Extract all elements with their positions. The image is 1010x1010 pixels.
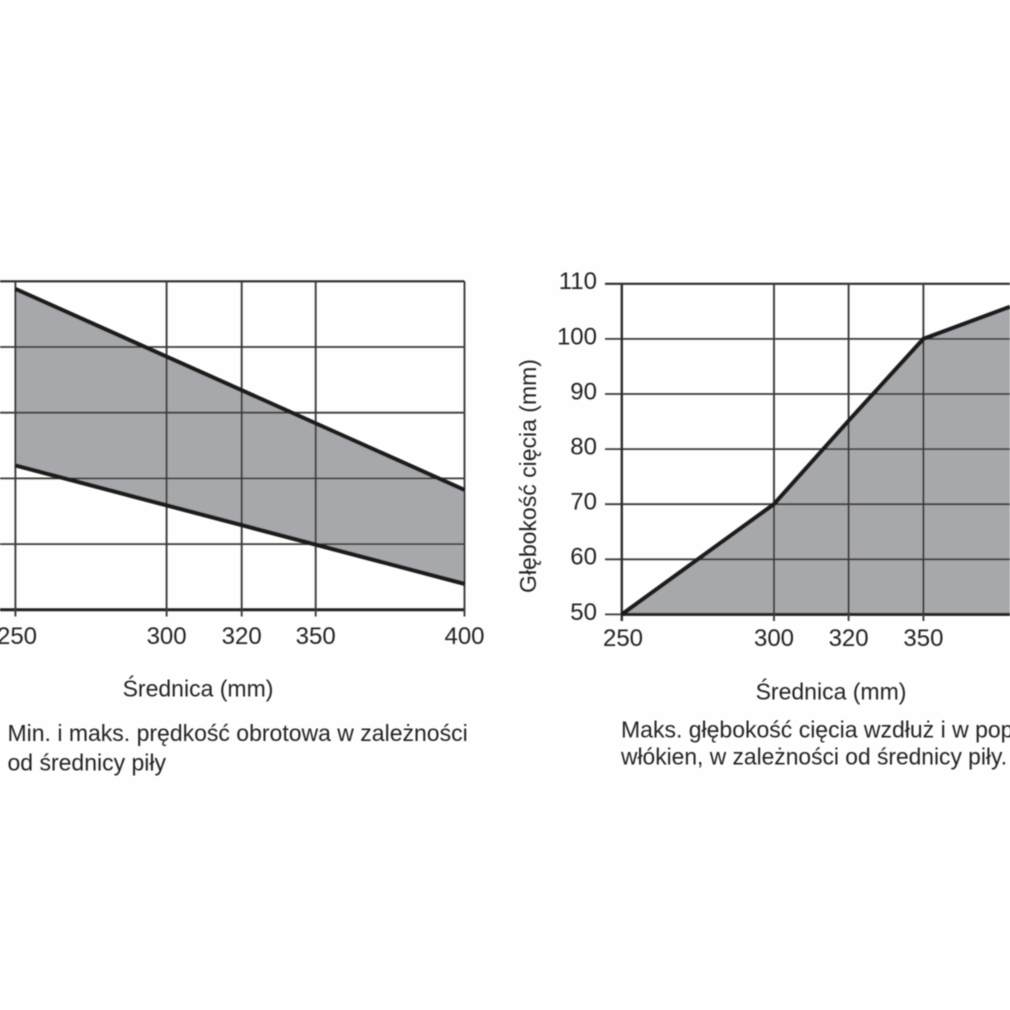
svg-text:300: 300	[754, 625, 794, 652]
svg-text:Średnica (mm): Średnica (mm)	[756, 678, 907, 705]
svg-text:Maks. głębokość cięcia wzdłuż: Maks. głębokość cięcia wzdłuż i w poprze…	[621, 716, 1010, 742]
svg-text:60: 60	[570, 544, 597, 571]
svg-text:Średnica (mm): Średnica (mm)	[123, 675, 274, 702]
svg-text:110: 110	[559, 268, 597, 295]
svg-text:Min. i maks. prędkość obrotowa: Min. i maks. prędkość obrotowa w zależno…	[8, 720, 468, 746]
svg-text:350: 350	[903, 625, 943, 652]
svg-text:400: 400	[444, 623, 484, 650]
svg-text:300: 300	[147, 623, 187, 650]
svg-text:350: 350	[296, 623, 336, 650]
svg-text:Głębokość cięcia (mm): Głębokość cięcia (mm)	[515, 359, 541, 593]
svg-text:320: 320	[222, 623, 262, 650]
svg-text:70: 70	[570, 489, 597, 516]
svg-text:włókien, w zależności od średn: włókien, w zależności od średnicy piły.	[620, 744, 1007, 770]
svg-text:50: 50	[570, 599, 597, 626]
svg-text:80: 80	[570, 434, 597, 461]
svg-text:250: 250	[603, 625, 643, 652]
svg-text:100: 100	[557, 323, 597, 350]
svg-text:od średnicy piły: od średnicy piły	[8, 750, 167, 776]
svg-text:250: 250	[0, 623, 37, 650]
svg-text:90: 90	[570, 378, 597, 405]
svg-text:320: 320	[829, 625, 869, 652]
